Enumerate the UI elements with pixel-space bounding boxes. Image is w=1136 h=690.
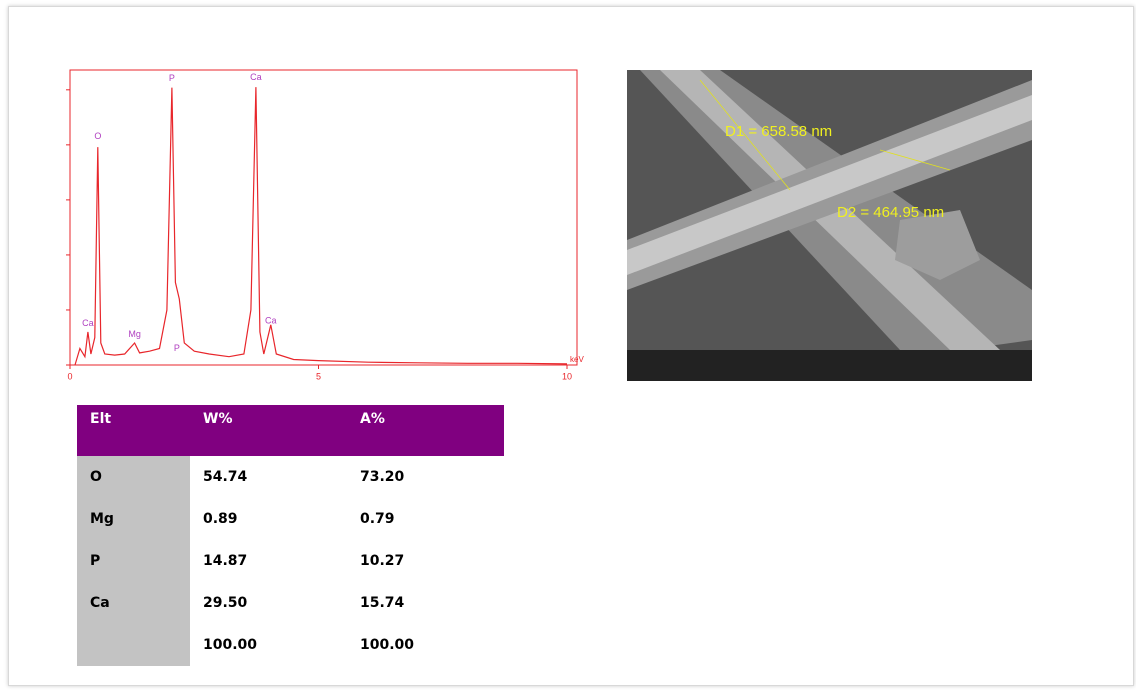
measure-label: D1 = 658.58 nm (725, 123, 832, 140)
table-cell: 73.20 (347, 456, 504, 498)
x-tick-label: 5 (316, 371, 321, 381)
table-cell: O (77, 456, 190, 498)
table-cell: 0.79 (347, 498, 504, 540)
table-cell: 10.27 (347, 540, 504, 582)
table-cell: A% (347, 405, 504, 456)
table-cell: 100.00 (190, 624, 347, 666)
table-cell: 100.00 (347, 624, 504, 666)
table-cell: P (77, 540, 190, 582)
table-cell: 14.87 (190, 540, 347, 582)
peak-label: Ca (82, 318, 94, 328)
peak-label: Ca (265, 315, 277, 325)
plot-frame (70, 70, 577, 365)
table-cell: W% (190, 405, 347, 456)
peak-label: P (174, 343, 180, 353)
x-tick-label: 10 (562, 371, 572, 381)
x-axis-label: keV (570, 355, 584, 364)
table-cell: Mg (77, 498, 190, 540)
measure-label: D2 = 464.95 nm (837, 204, 944, 221)
peak-label: Ca (250, 72, 262, 82)
table-cell: Ca (77, 582, 190, 624)
table-cell: Elt (77, 405, 190, 456)
x-tick-label: 0 (67, 371, 72, 381)
table-cell: 54.74 (190, 456, 347, 498)
table-cell: 29.50 (190, 582, 347, 624)
page: D1 = 658.58 nm D2 = 464.95 nm 0 5 10 keV Ca O… (0, 0, 1136, 690)
sem-image: D1 = 658.58 nm D2 = 464.95 nm (627, 70, 1032, 381)
table-cell: 0.89 (190, 498, 347, 540)
table-cell (77, 624, 190, 666)
peak-label: P (169, 73, 175, 83)
peak-label: O (94, 131, 101, 141)
table-cell: 15.74 (347, 582, 504, 624)
peak-label: Mg (128, 329, 141, 339)
